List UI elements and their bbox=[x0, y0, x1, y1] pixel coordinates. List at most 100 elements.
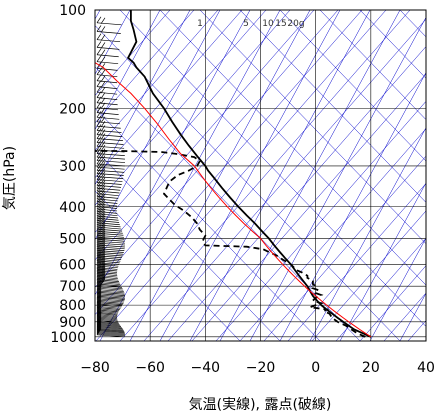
reference-line-44 bbox=[159, 10, 341, 341]
reference-line-18 bbox=[311, 210, 426, 341]
wind-barb-106 bbox=[96, 136, 124, 145]
reference-line-6 bbox=[95, 10, 315, 261]
reference-line-12 bbox=[167, 46, 426, 341]
mixing-ratio-label-0: 1 bbox=[197, 19, 203, 29]
wind-barb-126 bbox=[96, 25, 121, 34]
reference-line-22 bbox=[407, 320, 426, 341]
wind-barb-112 bbox=[96, 111, 120, 120]
mixing-ratio-label-3: 15 bbox=[275, 19, 286, 29]
reference-line-16 bbox=[263, 155, 426, 341]
reference-line-2 bbox=[95, 10, 219, 151]
reference-line-0 bbox=[95, 10, 171, 96]
wind-barbs bbox=[96, 16, 126, 338]
wind-barb-109 bbox=[96, 124, 122, 133]
x-tick-label-4: 0 bbox=[311, 360, 320, 376]
reference-line-66 bbox=[199, 10, 426, 245]
mixing-ratio-label-2: 10 bbox=[262, 19, 274, 29]
reference-line-9 bbox=[95, 10, 387, 341]
reference-line-3 bbox=[95, 10, 243, 179]
wind-barb-66 bbox=[96, 240, 125, 250]
reference-line-20 bbox=[359, 265, 426, 341]
reference-line-70 bbox=[359, 10, 426, 79]
y-tick-label-7: 800 bbox=[59, 298, 86, 314]
plot-frame bbox=[94, 9, 427, 342]
y-tick-label-3: 400 bbox=[59, 200, 86, 216]
y-tick-label-4: 500 bbox=[59, 231, 86, 247]
reference-line-42 bbox=[99, 10, 281, 341]
reference-line-64 bbox=[119, 10, 426, 327]
reference-line-5 bbox=[95, 10, 291, 233]
series-reference-curve bbox=[95, 62, 372, 338]
wind-barb-120 bbox=[96, 68, 118, 78]
reference-line-40 bbox=[95, 10, 221, 241]
series-group bbox=[95, 10, 372, 338]
reference-line-60 bbox=[95, 149, 281, 341]
reference-line-11 bbox=[143, 18, 426, 341]
wind-barb-105 bbox=[96, 140, 125, 149]
wind-barb-110 bbox=[96, 120, 121, 129]
reference-line-47 bbox=[249, 16, 426, 341]
reference-line-51 bbox=[369, 237, 426, 341]
reference-line-46 bbox=[219, 10, 401, 341]
reference-line-48 bbox=[279, 71, 426, 341]
reference-line-43 bbox=[129, 10, 311, 341]
reference-line-13 bbox=[191, 73, 426, 341]
reference-line-68 bbox=[279, 10, 426, 162]
wind-barb-71 bbox=[96, 231, 125, 240]
reference-line-59 bbox=[95, 190, 241, 341]
reference-line-63 bbox=[95, 25, 401, 341]
y-tick-label-6: 700 bbox=[59, 279, 86, 295]
wind-barb-68 bbox=[96, 236, 126, 246]
reference-line-1 bbox=[95, 10, 195, 124]
reference-line-7 bbox=[95, 10, 339, 288]
y-tick-label-1: 200 bbox=[59, 101, 86, 117]
x-tick-label-0: −80 bbox=[80, 360, 110, 376]
reference-line-17 bbox=[287, 183, 426, 341]
reference-line-65 bbox=[159, 10, 426, 286]
y-tick-label-2: 300 bbox=[59, 159, 86, 175]
wind-barb-75 bbox=[96, 222, 123, 232]
reference-line-19 bbox=[335, 237, 426, 341]
reference-line-38 bbox=[95, 10, 161, 131]
wind-barb-124 bbox=[96, 41, 120, 50]
wind-barb-73 bbox=[96, 227, 124, 236]
wind-barb-69 bbox=[96, 234, 125, 244]
x-axis-ticks: −80 −60 −40 −20 0 20 40 bbox=[80, 360, 435, 376]
x-tick-label-2: −40 bbox=[191, 360, 221, 376]
reference-line-67 bbox=[239, 10, 426, 203]
x-axis-label: 気温(実線), 露点(破線) bbox=[189, 397, 332, 412]
y-tick-label-5: 600 bbox=[59, 257, 86, 273]
reference-line-52 bbox=[399, 292, 426, 341]
wind-barb-74 bbox=[96, 225, 123, 234]
wind-barb-72 bbox=[96, 229, 125, 238]
wind-barb-127 bbox=[96, 16, 122, 26]
x-tick-label-5: 20 bbox=[362, 360, 380, 376]
x-tick-label-1: −60 bbox=[135, 360, 165, 376]
reference-line-53 bbox=[430, 10, 435, 341]
wind-barb-122 bbox=[96, 55, 119, 65]
reference-line-49 bbox=[309, 127, 426, 341]
grid bbox=[95, 10, 426, 341]
reference-line-50 bbox=[339, 182, 426, 341]
mixing-ratio-labels: 1 5 10 15 20g bbox=[197, 19, 304, 29]
wind-barb-108 bbox=[96, 128, 123, 137]
wind-barb-118 bbox=[96, 80, 118, 89]
reference-line-62 bbox=[95, 66, 361, 341]
reference-line-61 bbox=[95, 107, 321, 341]
wind-barb-123 bbox=[96, 48, 119, 58]
y-tick-label-0: 100 bbox=[59, 3, 86, 19]
wind-barb-70 bbox=[96, 233, 125, 242]
wind-barb-125 bbox=[96, 33, 121, 43]
reference-line-21 bbox=[383, 292, 426, 341]
y-tick-label-8: 900 bbox=[59, 315, 86, 331]
wind-barb-119 bbox=[96, 74, 118, 84]
reference-line-71 bbox=[399, 10, 426, 38]
mixing-ratio-label-4: 20g bbox=[287, 19, 304, 29]
mixing-ratio-label-1: 5 bbox=[243, 19, 249, 29]
wind-barb-102 bbox=[96, 150, 125, 160]
reference-line-10 bbox=[119, 10, 411, 341]
reference-line-15 bbox=[239, 128, 426, 341]
y-tick-label-9: 1000 bbox=[50, 330, 86, 346]
